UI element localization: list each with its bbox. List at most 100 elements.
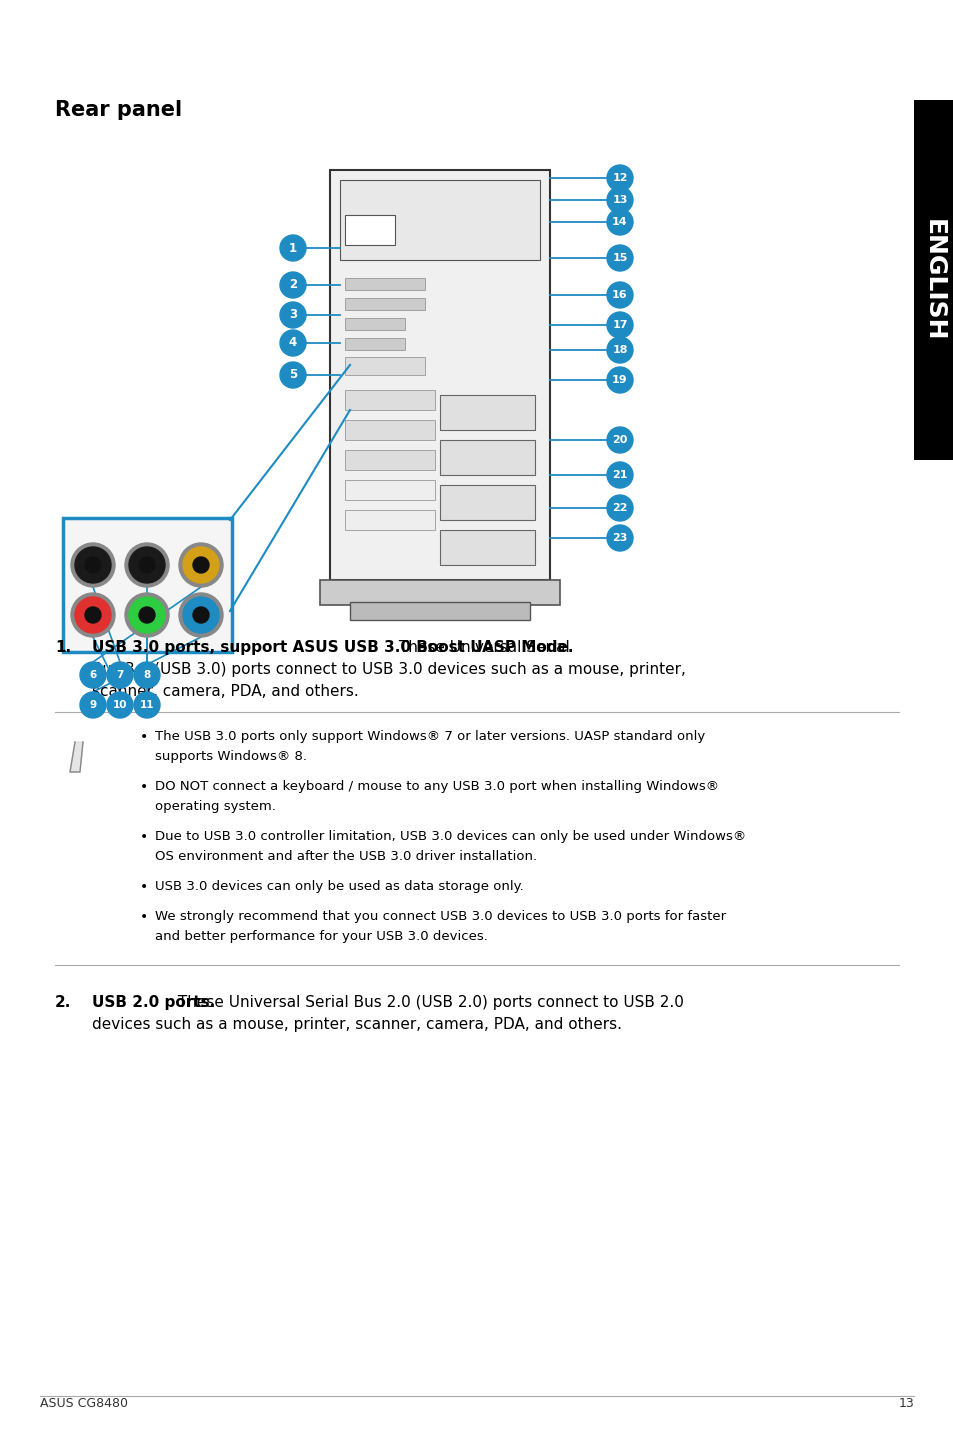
- FancyBboxPatch shape: [63, 518, 232, 651]
- Text: 14: 14: [612, 217, 627, 227]
- Text: 3: 3: [289, 309, 296, 322]
- Text: 1: 1: [289, 242, 296, 255]
- Text: USB 2.0 ports.: USB 2.0 ports.: [91, 995, 215, 1009]
- FancyBboxPatch shape: [319, 580, 559, 605]
- Text: 4: 4: [289, 336, 296, 349]
- FancyBboxPatch shape: [439, 485, 535, 521]
- Circle shape: [107, 692, 132, 718]
- FancyBboxPatch shape: [350, 603, 530, 620]
- Text: •: •: [140, 910, 148, 925]
- Text: 20: 20: [612, 436, 627, 444]
- Circle shape: [606, 244, 633, 270]
- Text: USB 3.0 devices can only be used as data storage only.: USB 3.0 devices can only be used as data…: [154, 880, 523, 893]
- Text: These Universal Serial Bus 2.0 (USB 2.0) ports connect to USB 2.0: These Universal Serial Bus 2.0 (USB 2.0)…: [173, 995, 683, 1009]
- Text: 15: 15: [612, 253, 627, 263]
- Circle shape: [183, 597, 219, 633]
- Circle shape: [71, 592, 115, 637]
- FancyBboxPatch shape: [439, 531, 535, 565]
- Text: 10: 10: [112, 700, 127, 710]
- Polygon shape: [70, 742, 83, 772]
- Circle shape: [125, 592, 169, 637]
- Circle shape: [606, 209, 633, 234]
- Text: Rear panel: Rear panel: [55, 101, 182, 119]
- Text: We strongly recommend that you connect USB 3.0 devices to USB 3.0 ports for fast: We strongly recommend that you connect U…: [154, 910, 725, 923]
- Circle shape: [606, 462, 633, 487]
- FancyBboxPatch shape: [345, 338, 405, 349]
- Text: Due to USB 3.0 controller limitation, USB 3.0 devices can only be used under Win: Due to USB 3.0 controller limitation, US…: [154, 830, 745, 843]
- Text: operating system.: operating system.: [154, 800, 275, 812]
- Text: 19: 19: [612, 375, 627, 385]
- Text: 13: 13: [612, 196, 627, 206]
- Circle shape: [139, 557, 154, 572]
- Circle shape: [75, 597, 111, 633]
- Text: supports Windows® 8.: supports Windows® 8.: [154, 751, 307, 764]
- Text: 11: 11: [139, 700, 154, 710]
- Text: These Universal Serial: These Universal Serial: [394, 640, 569, 654]
- Circle shape: [133, 692, 160, 718]
- FancyBboxPatch shape: [345, 510, 435, 531]
- Text: 22: 22: [612, 503, 627, 513]
- FancyBboxPatch shape: [345, 278, 424, 290]
- FancyBboxPatch shape: [345, 420, 435, 440]
- FancyBboxPatch shape: [345, 216, 395, 244]
- Circle shape: [606, 187, 633, 213]
- Circle shape: [606, 336, 633, 362]
- FancyBboxPatch shape: [439, 395, 535, 430]
- Circle shape: [193, 557, 209, 572]
- Circle shape: [280, 362, 306, 388]
- Circle shape: [280, 329, 306, 357]
- Text: 18: 18: [612, 345, 627, 355]
- Text: 13: 13: [898, 1396, 913, 1411]
- Circle shape: [606, 367, 633, 393]
- FancyBboxPatch shape: [330, 170, 550, 580]
- Text: 9: 9: [90, 700, 96, 710]
- FancyBboxPatch shape: [339, 180, 539, 260]
- Circle shape: [179, 544, 223, 587]
- Circle shape: [139, 607, 154, 623]
- Text: devices such as a mouse, printer, scanner, camera, PDA, and others.: devices such as a mouse, printer, scanne…: [91, 1017, 621, 1032]
- Circle shape: [606, 427, 633, 453]
- Circle shape: [107, 661, 132, 687]
- Text: •: •: [140, 880, 148, 894]
- Circle shape: [606, 525, 633, 551]
- Circle shape: [80, 661, 106, 687]
- Text: ENGLISH: ENGLISH: [921, 219, 945, 341]
- Text: scanner, camera, PDA, and others.: scanner, camera, PDA, and others.: [91, 684, 358, 699]
- Circle shape: [183, 546, 219, 582]
- Circle shape: [85, 607, 101, 623]
- Circle shape: [193, 607, 209, 623]
- FancyBboxPatch shape: [439, 440, 535, 475]
- Text: Bus 3.0 (USB 3.0) ports connect to USB 3.0 devices such as a mouse, printer,: Bus 3.0 (USB 3.0) ports connect to USB 3…: [91, 661, 685, 677]
- FancyBboxPatch shape: [345, 390, 435, 410]
- Circle shape: [179, 592, 223, 637]
- Circle shape: [606, 282, 633, 308]
- Text: 1.: 1.: [55, 640, 71, 654]
- Text: DO NOT connect a keyboard / mouse to any USB 3.0 port when installing Windows®: DO NOT connect a keyboard / mouse to any…: [154, 779, 719, 792]
- Circle shape: [75, 546, 111, 582]
- Text: •: •: [140, 830, 148, 844]
- Circle shape: [85, 557, 101, 572]
- Circle shape: [80, 692, 106, 718]
- Circle shape: [129, 546, 165, 582]
- Circle shape: [280, 302, 306, 328]
- Circle shape: [125, 544, 169, 587]
- Circle shape: [606, 312, 633, 338]
- Text: 12: 12: [612, 173, 627, 183]
- Text: The USB 3.0 ports only support Windows® 7 or later versions. UASP standard only: The USB 3.0 ports only support Windows® …: [154, 731, 704, 743]
- Text: 23: 23: [612, 533, 627, 544]
- Text: •: •: [140, 779, 148, 794]
- Text: OS environment and after the USB 3.0 driver installation.: OS environment and after the USB 3.0 dri…: [154, 850, 537, 863]
- Text: 16: 16: [612, 290, 627, 301]
- Text: 17: 17: [612, 321, 627, 329]
- Text: 2.: 2.: [55, 995, 71, 1009]
- Text: •: •: [140, 731, 148, 743]
- FancyBboxPatch shape: [345, 450, 435, 470]
- Circle shape: [71, 544, 115, 587]
- Text: 5: 5: [289, 368, 296, 381]
- Text: 8: 8: [143, 670, 151, 680]
- Circle shape: [133, 661, 160, 687]
- FancyBboxPatch shape: [345, 298, 424, 311]
- Circle shape: [280, 272, 306, 298]
- Text: and better performance for your USB 3.0 devices.: and better performance for your USB 3.0 …: [154, 930, 487, 943]
- Circle shape: [606, 165, 633, 191]
